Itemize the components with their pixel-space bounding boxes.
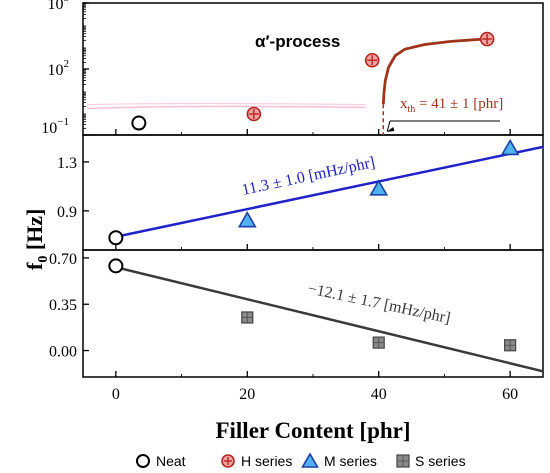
- top-y-tick-label-0: 10−1: [41, 116, 69, 137]
- s-series-point-0: [241, 311, 254, 324]
- legend-label-s: S series: [415, 453, 466, 469]
- m-series-point-0: [237, 211, 257, 228]
- legend-marker-neat: [136, 454, 150, 468]
- threshold-leader-line: [386, 120, 391, 132]
- neat-point-bottom-0: [108, 258, 124, 274]
- threshold-rest: = 41 ± 1 [phr]: [415, 96, 503, 112]
- m-series-fit-line: [115, 145, 544, 239]
- neat-point-top-0: [131, 115, 147, 131]
- bottom-panel-frame: [82, 249, 544, 378]
- bottom-y-tick-label-1: 0.35: [49, 297, 77, 314]
- threshold-annotation: xth = 41 ± 1 [phr]: [400, 96, 503, 115]
- top-panel-title: α′-process: [255, 32, 340, 51]
- h-series-point-2: [479, 31, 495, 47]
- bottom-y-tick-label-0: 0.70: [49, 251, 77, 268]
- x-tick-label-0: 0: [112, 386, 120, 403]
- s-series-point-2: [504, 339, 517, 352]
- h-series-point-1: [364, 52, 380, 68]
- top-pre-threshold-trace: [86, 105, 366, 110]
- top-pre-threshold-trace-2: [86, 102, 366, 106]
- marks-layer: [86, 31, 544, 373]
- x-tick-label-2: 40: [371, 386, 387, 403]
- m-series-point-1: [369, 179, 389, 196]
- legend-marker-m: [301, 452, 319, 468]
- legend-label-h: H series: [241, 453, 292, 469]
- s-series-point-1: [372, 336, 385, 349]
- legend-label-m: M series: [324, 453, 377, 469]
- s-series-fit-line: [115, 265, 544, 373]
- x-tick-label-1: 20: [239, 386, 255, 403]
- middle-panel-frame: [82, 134, 544, 251]
- m-series-point-2: [500, 138, 520, 156]
- y-axis-label: f0 [Hz]: [22, 209, 51, 270]
- h-series-point-0: [246, 106, 262, 122]
- top-y-tick-label-1: 102: [48, 58, 70, 79]
- bottom-y-tick-label-2: 0.00: [49, 344, 77, 361]
- neat-point-middle-0: [108, 230, 124, 246]
- middle-y-tick-label-1: 1.3: [57, 155, 77, 172]
- threshold-sub: th: [408, 104, 416, 115]
- panels-layer: 10−1 102 105 0.9 1.3 0.70 0.35 0.00 0 20 40 60: [41, 0, 544, 403]
- y-label-unit: [Hz]: [22, 209, 47, 256]
- top-panel-frame: [82, 2, 544, 136]
- legend-marker-h: [221, 454, 235, 468]
- legend-label-neat: Neat: [156, 453, 186, 469]
- m-slope-annotation: 11.3 ± 1.0 [mHz/phr]: [240, 154, 376, 199]
- x-tick-label-3: 60: [502, 386, 518, 403]
- legend: Neat H series M series S series: [136, 452, 466, 469]
- legend-marker-s: [396, 454, 410, 468]
- threshold-leader-arrow: [386, 127, 395, 132]
- threshold-x: x: [400, 96, 408, 112]
- y-label-f: f: [22, 262, 47, 270]
- middle-y-tick-label-0: 0.9: [57, 204, 77, 221]
- top-y-tick-label-2: 105: [48, 0, 70, 13]
- x-axis-label: Filler Content [phr]: [215, 418, 410, 443]
- y-label-sub: 0: [36, 256, 51, 263]
- h-series-fit-curve: [381, 37, 484, 105]
